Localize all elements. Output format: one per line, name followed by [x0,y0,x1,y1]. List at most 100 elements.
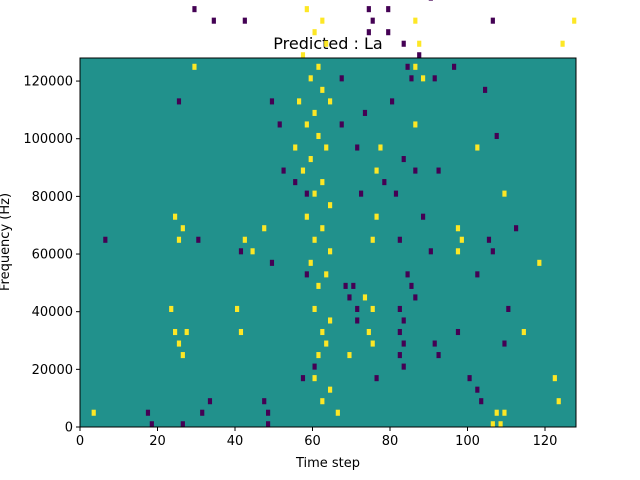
heatmap-cell-high [312,375,317,382]
heatmap-cell-high [250,248,255,255]
heatmap-cell-high [347,352,352,359]
heatmap-cell-high [320,86,325,93]
heatmap-cell-low [312,363,317,370]
heatmap-cell-low [475,271,480,278]
heatmap-cell-low [428,248,433,255]
heatmap-cell-low [479,398,484,405]
heatmap-cell-high [308,75,313,82]
heatmap-cell-low [393,190,399,197]
heatmap-cell-low [176,98,182,105]
heatmap-cell-high [180,225,185,232]
heatmap-cell-high [537,259,542,266]
heatmap-cell-high [180,352,185,359]
heatmap-cell-high [320,17,325,24]
heatmap-cell-low [490,17,495,24]
heatmap-cell-high [374,213,379,220]
heatmap-cell-high [556,398,561,405]
heatmap-cell-high [502,190,507,197]
heatmap-cell-high [413,63,418,70]
heatmap-cell-low [467,375,472,382]
heatmap-cell-low [362,109,368,116]
heatmap-cell-high [413,121,418,128]
heatmap-cell-low [238,248,244,255]
heatmap-cell-low [277,121,282,128]
heatmap-cell-high [366,328,371,336]
heatmap-cell-low [397,328,402,336]
heatmap-cell-low [506,305,511,312]
heatmap-cell-low [266,421,271,428]
heatmap-cell-high [374,167,379,174]
heatmap-cell-high [184,328,189,336]
heatmap-cell-low [304,190,309,197]
heatmap-cell-high [324,271,329,278]
heatmap-cell-low [196,236,201,243]
heatmap-cell-high [324,144,329,151]
heatmap-cell-high [320,398,325,405]
heatmap-cell-low [355,144,360,151]
heatmap-cell-low [359,190,364,197]
heatmap-cell-low [382,179,387,186]
heatmap-cell-low [355,317,360,324]
heatmap-cell-high [328,248,333,255]
heatmap-cell-low [145,409,151,416]
heatmap-cell-low [304,271,309,278]
heatmap-cell-high [91,409,96,416]
x-axis-label: Time step [295,456,360,471]
heatmap-cell-high [312,29,317,36]
heatmap-cell-high [378,144,383,151]
heatmap-cell-high [176,236,182,243]
heatmap-cell-high [459,236,464,243]
heatmap-cell-high [320,179,325,186]
heatmap-cell-high [413,17,418,24]
heatmap-cell-low [417,52,422,59]
heatmap-cell-low [436,167,441,174]
y-tick-label: 20000 [32,363,73,378]
heatmap-cell-low [374,375,379,382]
heatmap-cell-low [397,352,402,359]
heatmap-cell-low [432,75,437,82]
heatmap-cell-low [397,236,402,243]
heatmap-cell-high [324,340,329,347]
heatmap-cell-low [200,409,205,416]
heatmap-cell-low [494,132,499,140]
x-tick-label: 0 [76,434,84,449]
heatmap-cell-high [300,167,306,174]
heatmap-cell-low [180,421,185,428]
heatmap-cell-low [242,17,247,24]
heatmap-cell-high [320,225,325,232]
x-tick-label: 40 [227,434,244,449]
heatmap-cell-low [401,40,406,47]
heatmap-cell-high [370,305,375,312]
heatmap-cell-high [455,225,461,232]
heatmap-cell-low [339,75,344,82]
heatmap-cell-low [502,340,507,347]
x-tick-label: 80 [382,434,399,449]
heatmap-cell-high [475,144,480,151]
heatmap-cell-high [169,305,174,312]
heatmap-cell-high [572,17,577,24]
heatmap-cell-low [149,421,154,428]
heatmap-cell-low [490,248,495,255]
heatmap-cell-high [176,340,182,347]
heatmap-cell-high [320,328,325,336]
heatmap-cell-low [486,236,492,243]
heatmap-cell-high [312,236,317,243]
heatmap-cell-low [401,363,406,370]
heatmap-cell-low [413,167,418,174]
plot-background [80,58,576,427]
heatmap-cell-low [432,340,437,347]
y-tick-label: 120000 [23,75,73,90]
heatmap-cell-low [262,398,267,405]
y-axis: 0 20000 40000 60000 80000 100000 120000 [23,75,80,436]
heatmap-cell-low [413,294,418,301]
heatmap-cell-high [370,236,375,243]
heatmap-cell-low [266,409,271,416]
heatmap-cell-high [316,282,321,289]
heatmap-cell-low [409,282,414,289]
heatmap-cell-high [421,75,426,82]
heatmap-cell-low [386,6,391,13]
heatmap-cell-low [211,17,216,24]
heatmap-cell-high [173,213,178,220]
heatmap-cell-low [347,294,352,301]
x-tick-label: 120 [533,434,558,449]
